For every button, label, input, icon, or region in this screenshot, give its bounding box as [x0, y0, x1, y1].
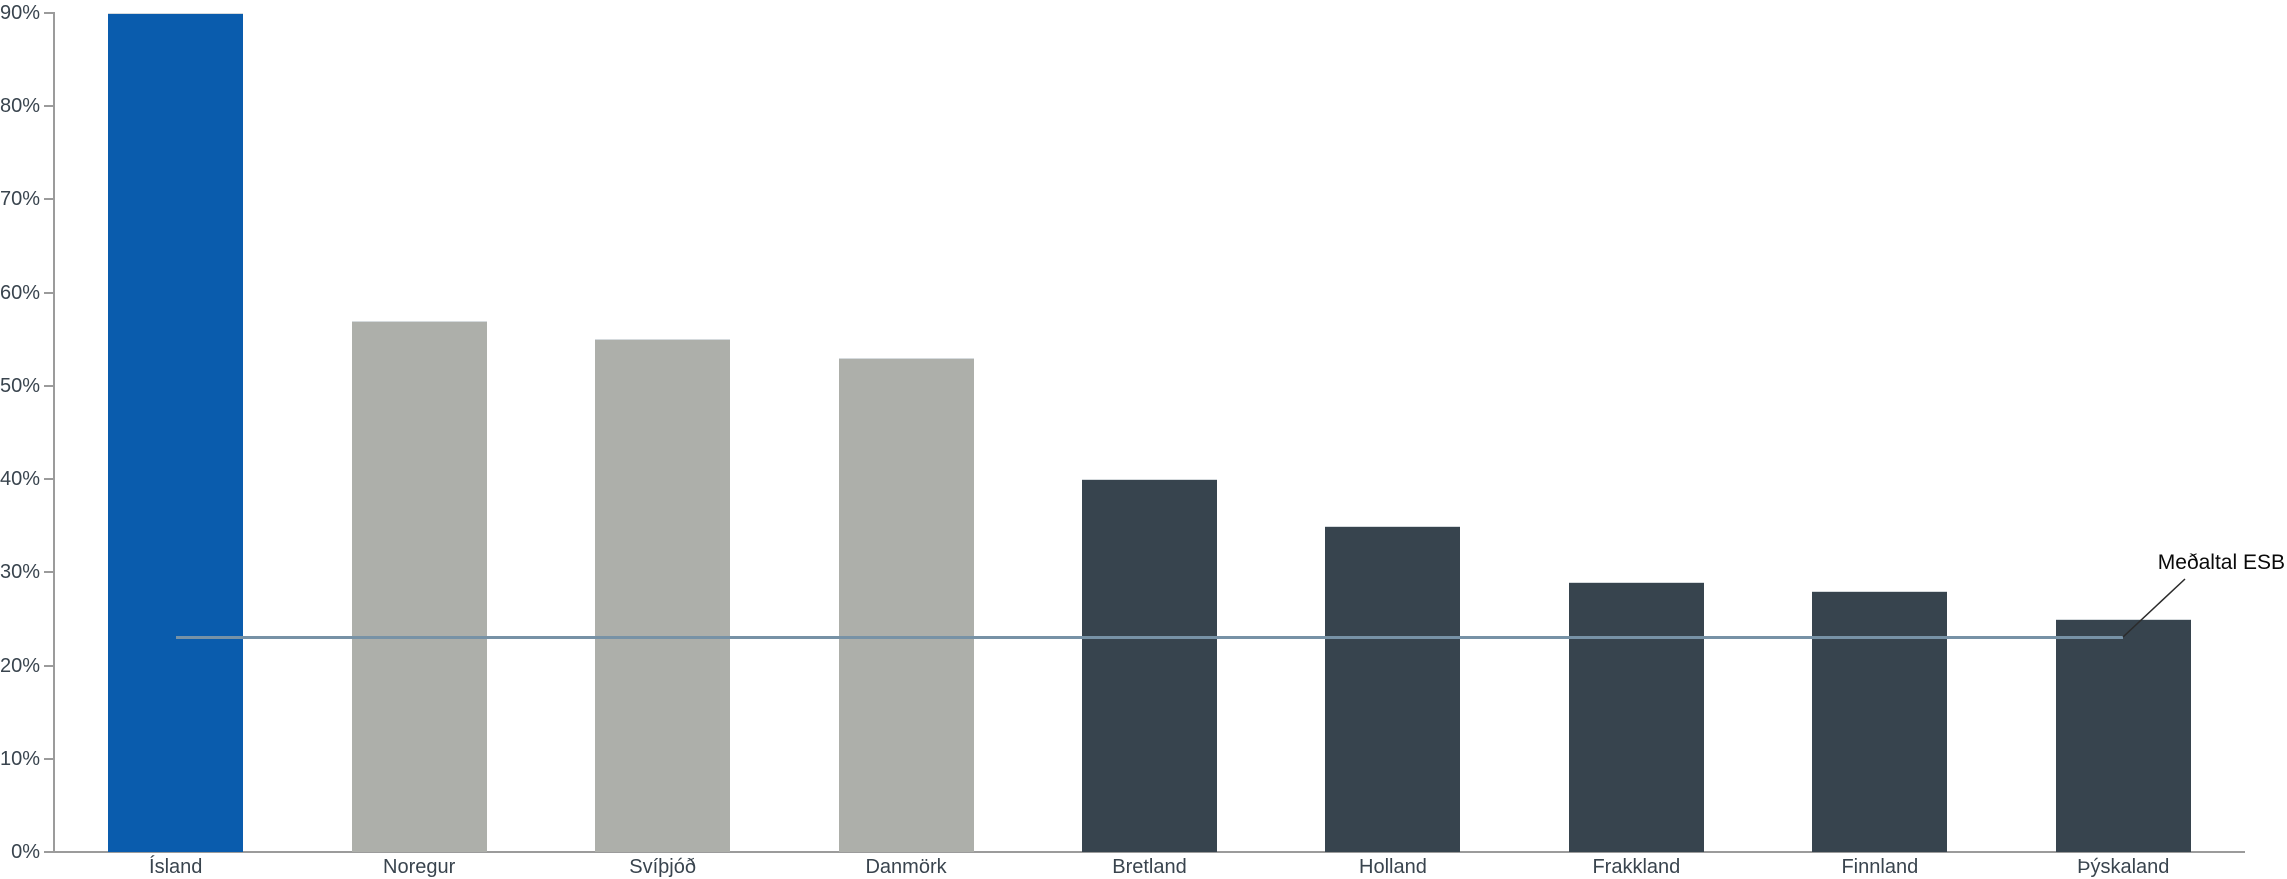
x-category-label: Danmörk	[865, 856, 947, 878]
y-tick-mark	[44, 851, 54, 853]
bar-finnland	[1812, 590, 1948, 852]
y-tick-mark	[44, 105, 54, 108]
bar-danmörk	[838, 357, 974, 852]
y-tick-mark	[44, 757, 54, 760]
bar-svíþjóð	[595, 339, 731, 852]
average-line-label: Meðaltal ESB	[2157, 551, 2285, 574]
x-category-label: Finnland	[1841, 856, 1919, 878]
y-tick-label: 20%	[0, 654, 41, 677]
bar-þýskaland	[2055, 618, 2191, 852]
y-tick-mark	[44, 12, 54, 14]
y-tick-mark	[44, 478, 54, 481]
y-tick-label: 30%	[0, 561, 41, 584]
y-tick-label: 90%	[0, 2, 41, 24]
y-tick-label: 60%	[0, 281, 41, 304]
x-category-label: Noregur	[383, 856, 456, 878]
x-category-label: Bretland	[1112, 856, 1187, 878]
y-tick-label: 40%	[0, 468, 41, 491]
y-tick-label: 10%	[0, 747, 41, 770]
x-category-label: Holland	[1359, 856, 1427, 878]
y-tick-label: 80%	[0, 95, 41, 118]
y-tick-label: 70%	[0, 188, 41, 211]
y-tick-mark	[44, 384, 54, 387]
y-tick-mark	[44, 664, 54, 667]
y-tick-label: 50%	[0, 374, 41, 397]
annotation-leader-line	[2122, 578, 2186, 638]
bar-ísland	[108, 13, 244, 852]
x-axis-line	[53, 851, 2245, 853]
x-category-label: Frakkland	[1592, 856, 1681, 878]
bar-holland	[1325, 525, 1461, 852]
x-category-label: Þýskaland	[2077, 856, 2170, 878]
bar-frakkland	[1568, 581, 1704, 852]
x-category-label: Svíþjóð	[629, 856, 696, 878]
y-axis-line	[53, 12, 55, 853]
y-tick-label: 0%	[11, 841, 40, 863]
y-tick-mark	[44, 571, 54, 574]
average-line	[175, 636, 2124, 640]
bar-noregur	[351, 320, 487, 852]
bar-bretland	[1082, 479, 1217, 852]
y-tick-mark	[44, 198, 54, 201]
x-category-label: Ísland	[149, 856, 203, 878]
y-tick-mark	[44, 291, 54, 294]
